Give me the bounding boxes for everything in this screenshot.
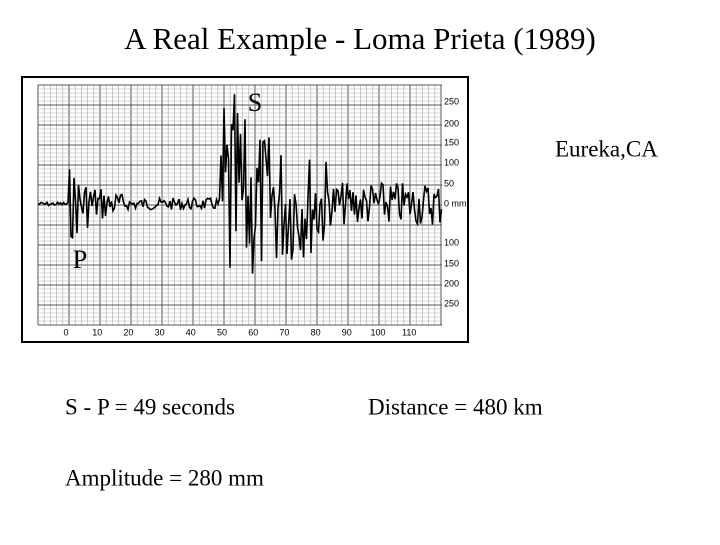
x-label: 40 xyxy=(186,327,196,337)
y-label: 200 xyxy=(444,118,459,128)
x-label: 110 xyxy=(402,327,416,337)
x-label: 90 xyxy=(342,327,352,337)
x-label: 100 xyxy=(370,327,385,337)
x-label: 0 xyxy=(63,327,68,337)
p-wave-label: P xyxy=(73,245,87,274)
y-label: 0 mm xyxy=(444,198,467,208)
y-label: 150 xyxy=(444,137,459,147)
grid xyxy=(37,84,442,326)
waveform xyxy=(37,94,443,274)
y-label: 250 xyxy=(444,96,459,106)
note: Amplitude = 280 mm xyxy=(65,465,264,490)
y-label: 150 xyxy=(444,258,459,268)
note: S - P = 49 seconds xyxy=(65,394,235,419)
x-label: 30 xyxy=(155,327,165,337)
y-label: 250 xyxy=(444,298,459,308)
y-label: 50 xyxy=(444,178,454,188)
x-label: 50 xyxy=(217,327,227,337)
x-label: 60 xyxy=(248,327,258,337)
x-label: 20 xyxy=(123,327,133,337)
note: Distance = 480 km xyxy=(368,394,543,419)
slide-title: A Real Example - Loma Prieta (1989) xyxy=(124,21,596,56)
x-label: 80 xyxy=(311,327,321,337)
x-label: 70 xyxy=(279,327,289,337)
y-label: 100 xyxy=(444,157,459,167)
y-label: 100 xyxy=(444,237,459,247)
axis-labels: 0 10 20 30 40 50 60 70 80 90 100 110 250 200 150 100 50 0… xyxy=(63,96,466,337)
x-label: 10 xyxy=(92,327,102,337)
y-label: 200 xyxy=(444,278,459,288)
s-wave-label: S xyxy=(248,88,262,117)
station-name: Eureka,CA xyxy=(555,136,658,161)
